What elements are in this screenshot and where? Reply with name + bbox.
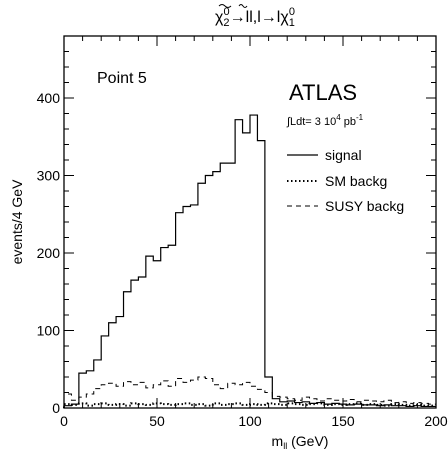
legend-label-signal: signal: [325, 147, 362, 163]
experiment-label: ATLAS: [289, 80, 357, 105]
legend-label-susy: SUSY backg: [325, 198, 404, 214]
y-tick-label: 200: [37, 245, 61, 261]
lumi-suffix: pb: [341, 116, 356, 128]
chart-title: χ20→ll,l→lχ10: [215, 6, 295, 29]
lumi-unit-exp: -1: [356, 113, 364, 122]
title-arrow2: →l: [261, 9, 281, 26]
y-tick-label: 300: [37, 168, 61, 184]
histogram-susy-backg: [63, 376, 436, 408]
title-l: l: [257, 9, 261, 26]
title-sub2: 2: [223, 17, 229, 29]
title-tilde-2: [238, 4, 248, 8]
y-tick-label: 400: [37, 90, 61, 106]
x-axis-label-sub: ll: [283, 441, 287, 451]
point-label: Point 5: [97, 70, 147, 87]
x-axis-label-unit: (GeV): [287, 433, 328, 449]
series-layer: [63, 114, 436, 408]
title-sup0: 0: [224, 6, 230, 18]
plot-frame: [63, 35, 437, 409]
luminosity-label: ∫Ldt= 3 104 pb-1: [286, 113, 364, 128]
y-tick-label: 100: [37, 323, 61, 339]
lumi-prefix: ∫Ldt= 3 10: [286, 116, 336, 128]
title-sub1: 1: [289, 17, 295, 29]
title-ll: ll: [246, 9, 253, 26]
x-tick-label: 0: [60, 413, 68, 429]
title-comma: ,: [253, 9, 257, 26]
x-axis-label: mll (GeV): [272, 433, 329, 451]
legend-label-sm: SM backg: [325, 173, 387, 189]
y-tick-label: 0: [52, 400, 60, 416]
lumi-exp: 4: [336, 113, 341, 122]
title-chi: χ: [215, 9, 224, 26]
x-tick-label: 100: [238, 413, 262, 429]
x-tick-label: 200: [424, 413, 448, 429]
x-tick-label: 150: [331, 413, 355, 429]
title-chi2: χ: [280, 9, 289, 26]
title-tilde-1: [218, 4, 232, 8]
title-sup0b: 0: [289, 6, 295, 18]
y-axis: 0 100 200 300 400: [37, 35, 436, 416]
histogram-sm-backg: [63, 402, 436, 408]
x-tick-label: 50: [149, 413, 165, 429]
legend: signal SM backg SUSY backg: [287, 147, 404, 214]
x-axis: 0 50 100 150 200: [60, 36, 448, 429]
title-arrow1: →: [230, 9, 246, 26]
y-axis-label: events/4 GeV: [9, 179, 25, 264]
x-axis-label-m: m: [272, 433, 284, 449]
histogram-signal: [63, 114, 436, 408]
